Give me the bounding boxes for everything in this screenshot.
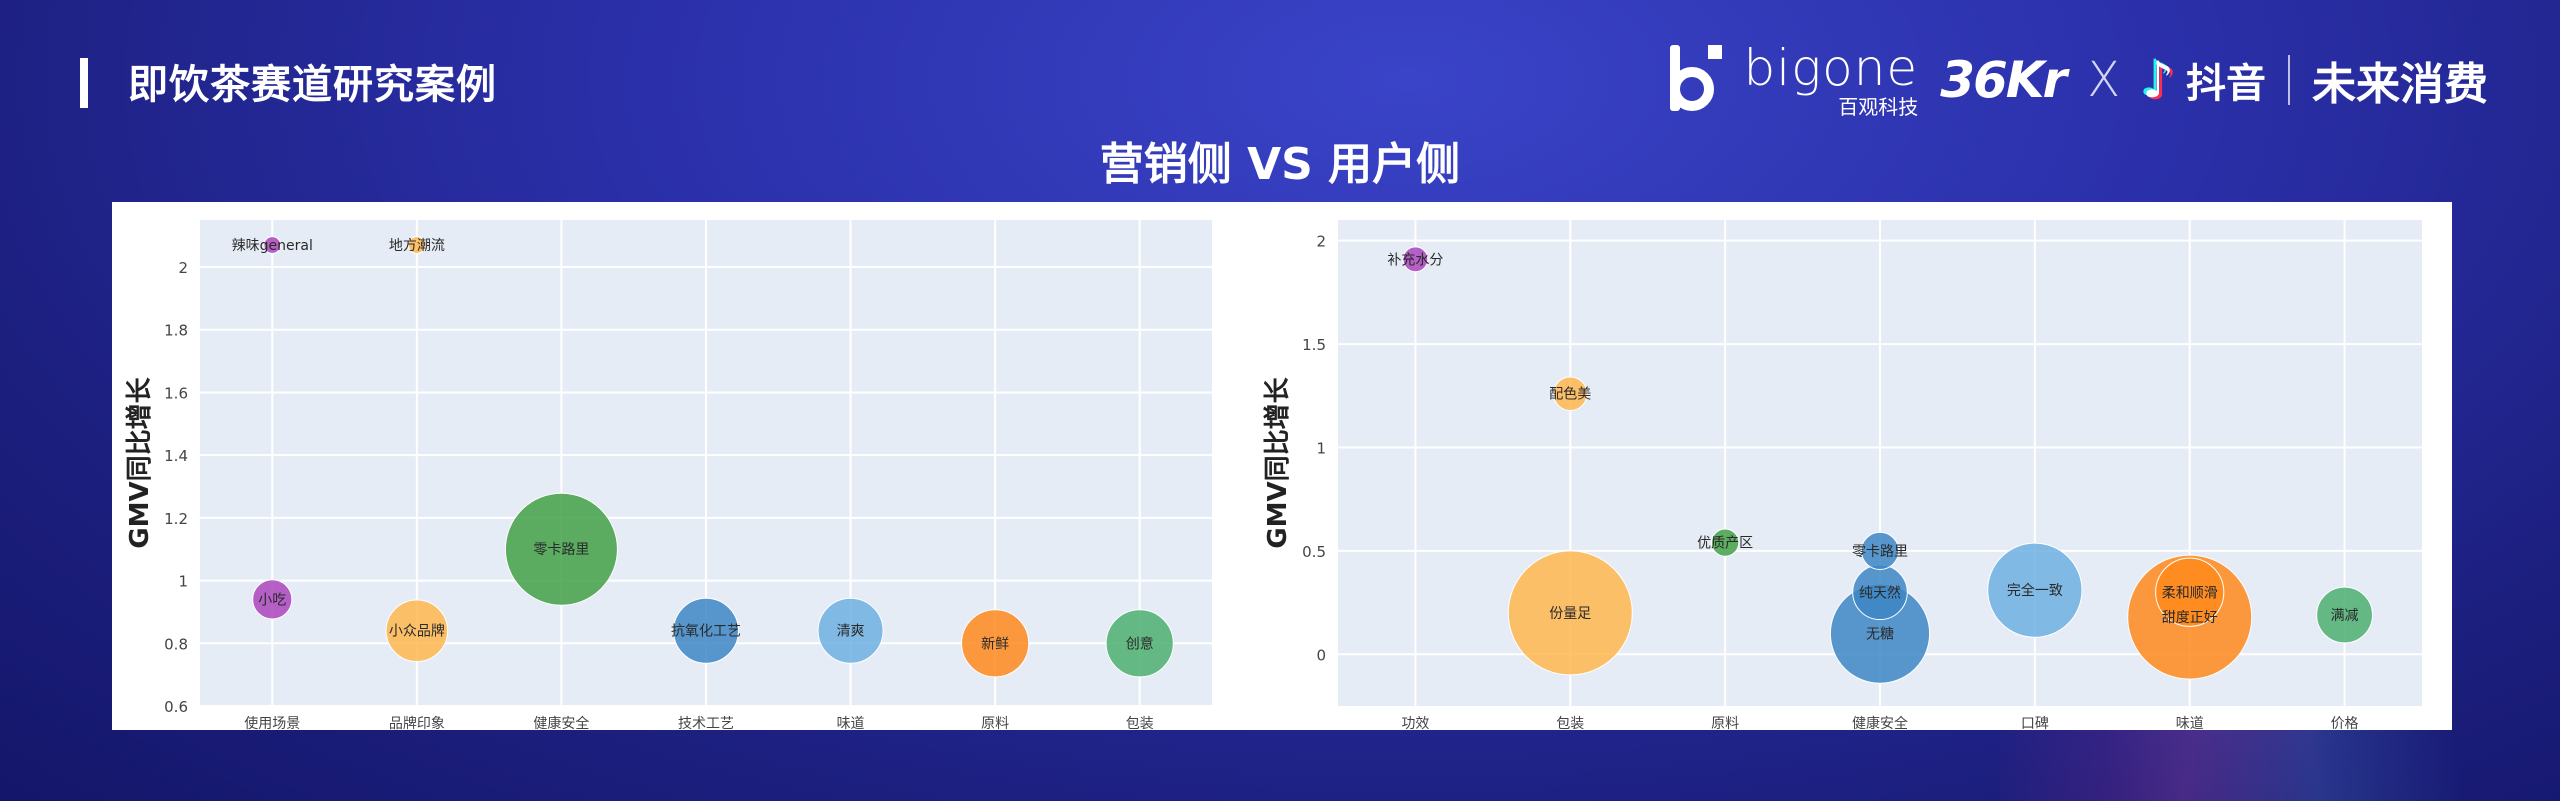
bubble-label: 无糖	[1866, 627, 1894, 643]
36kr-logo: 36Kr	[1940, 51, 2067, 109]
bubble-label: 新鲜	[981, 636, 1009, 652]
partner-logos: bigone 百观科技 36Kr X ♪ 抖音 未来消费	[1666, 40, 2488, 120]
bubble-marker	[263, 236, 282, 254]
x-tick-label: 品牌印象	[389, 715, 445, 730]
y-tick-label: 1.2	[164, 510, 188, 528]
y-tick-label: 1	[178, 573, 188, 591]
x-tick-label: 原料	[981, 716, 1009, 730]
title-accent-bar	[80, 58, 88, 108]
x-tick-label: 味道	[2176, 716, 2204, 730]
bubble-label: 清爽	[837, 624, 865, 640]
bubble-label: 辣味general	[232, 238, 313, 254]
x-tick-label: 技术工艺	[678, 716, 734, 730]
bubble-marker	[1105, 609, 1174, 678]
bubble-label: 抗氧化工艺	[671, 624, 741, 640]
bubble-marker	[1402, 246, 1429, 273]
y-tick-label: 1.8	[164, 322, 188, 340]
bubble-label: 补充水分	[1387, 252, 1443, 268]
y-tick-label: 1.4	[164, 447, 188, 465]
y-axis-label: GMV同比增长	[124, 376, 155, 548]
future-consumption-logo: 未来消费	[2312, 59, 2488, 110]
bubble-label: 甜度正好	[2162, 610, 2218, 626]
bubble-label: 柔和顺滑	[2162, 584, 2218, 601]
bubble-marker	[1711, 528, 1740, 557]
logo-divider	[2288, 55, 2290, 105]
logo-separator-x: X	[2087, 52, 2121, 108]
bubble-label: 地方潮流	[389, 238, 445, 254]
y-tick-label: 0.6	[164, 698, 188, 716]
bubble-marker	[407, 236, 426, 254]
x-tick-label: 健康安全	[1852, 715, 1908, 730]
bubble-marker	[673, 597, 739, 664]
bubble-marker	[252, 579, 293, 620]
charts-panel: 0.6 0.8 1 1.2 1.4 1.6 1.8 2 使用场景 品牌印象 健康安全 技术工艺 味道 原料…	[112, 202, 2452, 730]
bubble-label: 零卡路里	[533, 542, 589, 558]
bubble-label: 零卡路里	[1852, 544, 1908, 560]
bubble-marker	[961, 609, 1030, 678]
bigone-wordmark: bigone	[1743, 39, 1919, 97]
marketing-bubble-chart: 0.6 0.8 1 1.2 1.4 1.6 1.8 2 使用场景 品牌印象 健康安全 技术工艺 味道 原料…	[124, 220, 1212, 730]
bubble-label: 创意	[1126, 635, 1154, 652]
bubble-label: 满减	[2331, 608, 2359, 624]
y-tick-label: 0.8	[164, 635, 188, 653]
y-axis-label: GMV同比增长	[1262, 376, 1293, 548]
bubble-label: 纯天然	[1859, 584, 1901, 601]
bubble-label: 小众品牌	[389, 623, 445, 640]
y-tick-label: 1.6	[164, 384, 188, 402]
douyin-name: 抖音	[2186, 61, 2266, 107]
y-tick-label: 1	[1316, 439, 1326, 457]
bubble-marker	[2316, 586, 2373, 644]
x-tick-label: 价格	[2331, 716, 2359, 730]
bubble-label: 份量足	[1549, 606, 1591, 622]
bubble-marker	[1553, 376, 1588, 411]
x-tick-label: 包装	[1556, 716, 1584, 730]
bigone-logo-icon	[1666, 45, 1728, 115]
y-tick-label: 2	[1316, 233, 1326, 251]
bubble-label: 配色美	[1549, 386, 1591, 403]
x-tick-label: 包装	[1126, 716, 1154, 730]
x-tick-label: 健康安全	[533, 715, 589, 730]
page-title: 即饮茶赛道研究案例	[128, 62, 497, 108]
bigone-logo: bigone 百观科技	[1666, 39, 1919, 119]
douyin-logo: ♪ 抖音	[2142, 51, 2266, 109]
y-tick-label: 0	[1316, 646, 1326, 664]
x-tick-label: 味道	[837, 716, 865, 730]
bubble-marker	[817, 597, 884, 664]
bubble-marker	[504, 492, 618, 606]
x-tick-label: 功效	[1401, 716, 1429, 730]
y-tick-label: 1.5	[1302, 336, 1326, 354]
chart-subtitle: 营销侧 VS 用户侧	[1099, 139, 1461, 190]
y-tick-label: 0.5	[1302, 543, 1326, 561]
douyin-note-icon: ♪	[2142, 51, 2174, 109]
x-tick-label: 口碑	[2021, 716, 2049, 730]
x-tick-label: 使用场景	[244, 715, 300, 730]
bubble-label: 小吃	[258, 592, 286, 608]
bubble-label: 完全一致	[2007, 582, 2063, 599]
bubble-marker	[1860, 531, 1900, 570]
bubble-marker	[1507, 550, 1633, 676]
bubble-marker	[2155, 557, 2225, 627]
bigone-cn-name: 百观科技	[1838, 95, 1919, 119]
bubble-marker	[1987, 542, 2083, 638]
y-tick-label: 2	[178, 259, 188, 277]
bubble-marker	[385, 599, 449, 663]
user-bubble-chart: 0 0.5 1 1.5 2 功效 包装 原料 健康安全 口碑 味道 价格 GMV同比增长 补充水分配色美份…	[1262, 220, 2422, 730]
bubble-label: 优质产区	[1697, 536, 1753, 552]
x-tick-label: 原料	[1711, 716, 1739, 730]
